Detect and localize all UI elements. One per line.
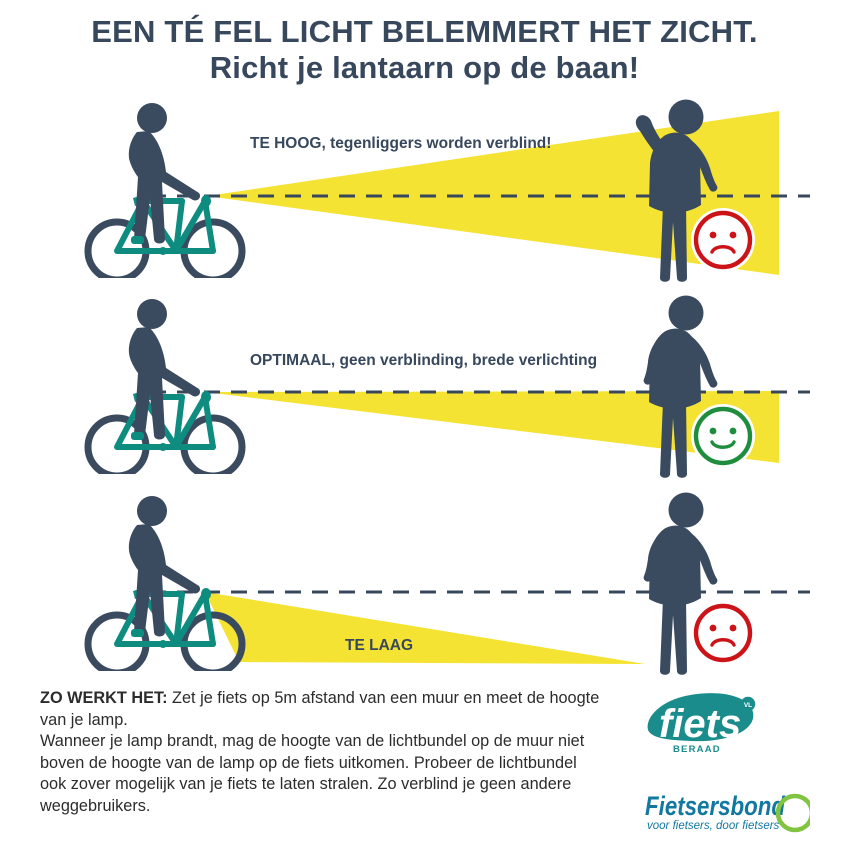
svg-text:VL: VL bbox=[744, 702, 752, 709]
svg-text:Fietsersbond: Fietsersbond bbox=[645, 791, 785, 821]
svg-text:fiets: fiets bbox=[659, 702, 741, 746]
svg-text:voor fietsers, door fietsers: voor fietsers, door fietsers bbox=[647, 820, 780, 832]
svg-text:BERAAD: BERAAD bbox=[673, 744, 721, 755]
